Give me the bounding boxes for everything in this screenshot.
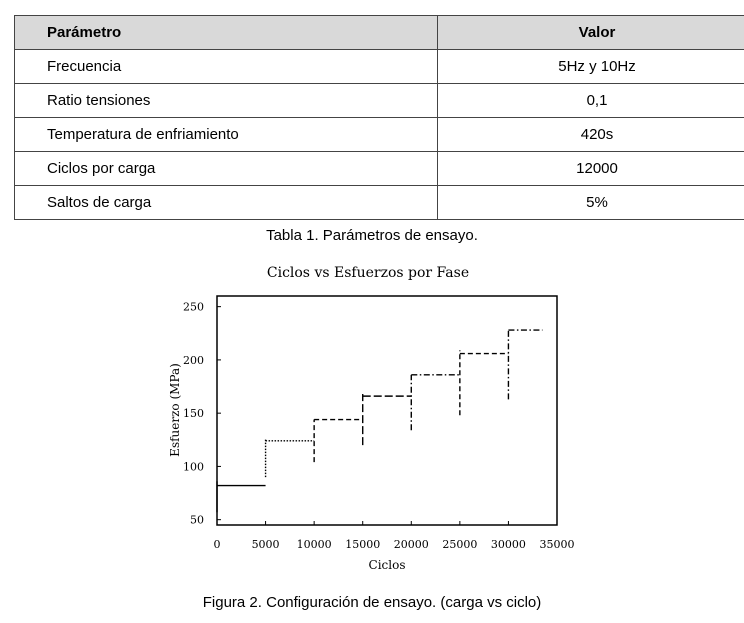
series-phase-7 — [507, 329, 543, 400]
x-tick-label: 15000 — [345, 538, 380, 551]
table-header-row: Parámetro Valor — [14, 15, 744, 50]
table-row: Ciclos por carga 12000 — [14, 151, 744, 186]
x-tick-label: 5000 — [252, 538, 280, 551]
cell-value: 420s — [437, 117, 744, 152]
cell-value: 12000 — [437, 151, 744, 186]
y-tick-label: 50 — [190, 514, 204, 527]
y-tick-label: 150 — [183, 407, 204, 420]
series-phase-2 — [264, 438, 315, 478]
cell-value: 5% — [437, 185, 744, 220]
stress-cycles-chart: Ciclos vs Esfuerzos por Fase 50 100 150 200… — [168, 265, 575, 572]
cell-parameter: Frecuencia — [14, 49, 438, 84]
y-tick-label: 250 — [183, 301, 204, 314]
table-row: Frecuencia 5Hz y 10Hz — [14, 49, 744, 84]
cell-value: 5Hz y 10Hz — [437, 49, 744, 84]
series-phase-6 — [459, 350, 509, 416]
cell-parameter: Temperatura de enfriamiento — [14, 117, 438, 152]
parameters-table: Parámetro Valor Frecuencia 5Hz y 10Hz Ra… — [14, 15, 744, 220]
header-value: Valor — [437, 15, 744, 50]
cell-parameter: Ciclos por carga — [14, 151, 438, 186]
x-tick-label: 25000 — [442, 538, 477, 551]
figure-caption: Figura 2. Configuración de ensayo. (carg… — [202, 594, 542, 611]
x-tick-label: 30000 — [491, 538, 526, 551]
table-caption: Tabla 1. Parámetros de ensayo. — [266, 227, 478, 244]
plot-area-frame — [216, 295, 558, 526]
series-group — [216, 329, 543, 513]
header-parameter: Parámetro — [14, 15, 438, 50]
x-axis-label: Ciclos — [369, 558, 406, 572]
x-axis: 0 5000 10000 15000 20000 25000 30000 35000 — [214, 521, 575, 551]
y-axis: 50 100 150 200 250 — [183, 301, 221, 527]
chart-title: Ciclos vs Esfuerzos por Fase — [267, 265, 469, 281]
y-tick-label: 100 — [183, 460, 204, 473]
series-phase-5 — [410, 374, 460, 431]
x-tick-label: 0 — [214, 538, 221, 551]
series-phase-1 — [216, 481, 266, 513]
cell-value: 0,1 — [437, 83, 744, 118]
cell-parameter: Saltos de carga — [14, 185, 438, 220]
x-tick-label: 35000 — [540, 538, 575, 551]
y-tick-label: 200 — [183, 354, 204, 367]
series-phase-3 — [313, 418, 363, 463]
table-row: Ratio tensiones 0,1 — [14, 83, 744, 118]
series-phase-4 — [362, 393, 412, 446]
x-tick-label: 20000 — [394, 538, 429, 551]
table-row: Saltos de carga 5% — [14, 185, 744, 220]
x-tick-label: 10000 — [297, 538, 332, 551]
cell-parameter: Ratio tensiones — [14, 83, 438, 118]
y-axis-label: Esfuerzo (MPa) — [168, 363, 182, 457]
table-row: Temperatura de enfriamiento 420s — [14, 117, 744, 152]
